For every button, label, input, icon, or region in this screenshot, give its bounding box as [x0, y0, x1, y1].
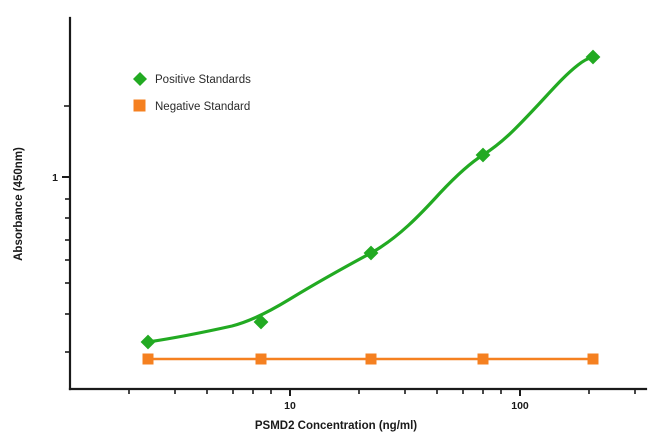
legend-label-negative-standard: Negative Standard: [155, 101, 250, 113]
legend-label-positive-standards: Positive Standards: [155, 74, 251, 86]
y-tick-label-1: 1: [52, 172, 58, 184]
x-axis-ticks: [128, 389, 636, 396]
x-tick-label-10: 10: [284, 400, 296, 412]
series-negative-standard: [142, 353, 599, 365]
x-tick-label-100: 100: [511, 400, 529, 412]
positive-standards-curve: [146, 55, 595, 344]
series-positive-standards: [140, 49, 601, 350]
negative-standard-markers: [142, 353, 599, 365]
y-axis-ticks: [62, 105, 70, 353]
legend-marker-negative-standard-icon: [133, 99, 146, 112]
x-axis-title: PSMD2 Concentration (ng/ml): [255, 420, 417, 432]
chart-legend: Positive Standards Negative Standard: [133, 72, 251, 113]
y-axis-title: Absorbance (450nm): [13, 147, 25, 261]
positive-standards-markers: [140, 49, 601, 350]
legend-marker-positive-standards-icon: [133, 72, 147, 86]
